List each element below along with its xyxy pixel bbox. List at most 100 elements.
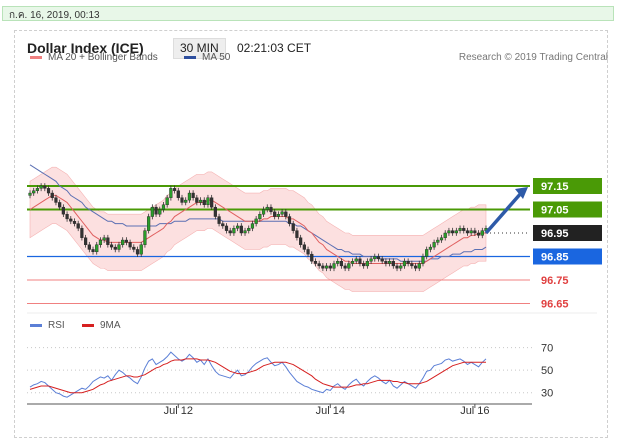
- candle-body: [295, 230, 299, 238]
- candle-body: [380, 258, 384, 262]
- candle-body: [310, 253, 314, 262]
- ma20-swatch: [30, 55, 42, 59]
- legend-ma20: MA 20 + Bollinger Bands: [30, 52, 158, 63]
- candle-body: [236, 225, 240, 229]
- candle-body: [428, 246, 432, 250]
- timestamp-text: ก.ค. 16, 2019, 00:13: [9, 10, 100, 21]
- candle-body: [421, 256, 425, 264]
- candle-body: [447, 230, 451, 234]
- candle-body: [261, 209, 266, 215]
- candle-body: [358, 258, 362, 264]
- candle-body: [128, 242, 132, 248]
- candle-body: [399, 265, 403, 269]
- candle-body: [332, 263, 336, 269]
- candle-body: [239, 225, 243, 234]
- candle-body: [143, 230, 147, 245]
- level-box-96.85: [533, 248, 602, 265]
- candle-body: [154, 206, 158, 215]
- legend-ma20-label: MA 20 + Bollinger Bands: [48, 52, 158, 63]
- candle-body: [43, 185, 47, 189]
- candle-body: [102, 237, 106, 241]
- candle-body: [280, 211, 284, 215]
- candle-body: [169, 188, 173, 198]
- timestamp-bar: ก.ค. 16, 2019, 00:13: [2, 6, 614, 21]
- level-label-97.15: 97.15: [541, 181, 569, 193]
- candle-body: [98, 239, 103, 245]
- candle-body: [35, 188, 40, 191]
- rsi-swatch: [30, 323, 42, 327]
- candle-body: [269, 206, 273, 213]
- candle-body: [376, 256, 381, 260]
- level-label-97.05: 97.05: [541, 205, 569, 217]
- candle-body: [347, 263, 351, 269]
- candle-body: [61, 206, 65, 215]
- forecast-arrow-shaft: [484, 190, 524, 235]
- candle-body: [65, 213, 69, 220]
- candle-body: [113, 246, 117, 250]
- candle-body: [39, 185, 43, 189]
- candle-body: [147, 216, 151, 231]
- x-tick-label: Jul 14: [316, 405, 345, 417]
- chart-time: 02:21:03 CET: [237, 41, 312, 55]
- candle-body: [413, 265, 418, 269]
- candle-body: [417, 263, 421, 269]
- candle-body: [132, 246, 136, 250]
- legend-9ma-label: 9MA: [100, 320, 121, 331]
- candle-body: [354, 258, 358, 262]
- candle-body: [217, 216, 221, 224]
- candle-body: [180, 197, 184, 203]
- legend-ma50-label: MA 50: [202, 52, 231, 63]
- candle-body: [391, 261, 395, 267]
- timeframe-selector[interactable]: 30 MIN: [173, 38, 226, 59]
- ma50-swatch: [184, 55, 196, 59]
- candle-body: [265, 206, 269, 210]
- candle-body: [32, 190, 36, 194]
- candle-body: [84, 237, 88, 245]
- level-box-97.05: [533, 201, 602, 218]
- ma9-swatch: [82, 323, 94, 327]
- candle-body: [50, 192, 54, 198]
- candle-body: [80, 228, 84, 238]
- candle-body: [258, 213, 262, 220]
- candle-body: [324, 265, 329, 269]
- candle-body: [135, 249, 140, 255]
- candle-body: [317, 263, 321, 267]
- candle-body: [28, 192, 32, 196]
- candle-body: [432, 242, 436, 248]
- instrument-title: Dollar Index (ICE): [27, 40, 144, 56]
- candle-body: [476, 232, 481, 236]
- candle-body: [172, 188, 177, 191]
- candle-body: [254, 218, 258, 224]
- candle-body: [336, 261, 340, 264]
- ma20-line: [29, 194, 486, 265]
- candle-body: [165, 197, 169, 206]
- legend-ma50: MA 50: [184, 52, 230, 63]
- candle-body: [161, 204, 166, 210]
- candle-body: [451, 230, 455, 234]
- candle-body: [465, 230, 470, 234]
- candle-body: [69, 218, 73, 222]
- candle-body: [284, 211, 288, 217]
- candle-body: [458, 228, 462, 231]
- candle-body: [287, 216, 292, 224]
- candle-body: [109, 244, 114, 248]
- candle-body: [362, 263, 366, 267]
- candle-body: [117, 244, 121, 250]
- candle-body: [187, 192, 192, 201]
- level-box-96.95: [533, 225, 602, 241]
- candle-body: [232, 228, 236, 234]
- candle-body: [46, 188, 51, 194]
- x-tick-label: Jul 16: [460, 405, 489, 417]
- candle-body: [388, 261, 392, 264]
- candle-body: [443, 232, 447, 238]
- candle-body: [406, 261, 410, 264]
- candle-body: [158, 209, 162, 215]
- candle-body: [302, 244, 306, 250]
- x-tick-label: Jul 12: [164, 405, 193, 417]
- candle-body: [243, 230, 247, 234]
- candle-body: [58, 202, 62, 208]
- candle-body: [462, 228, 466, 231]
- legend-rsi: RSI: [30, 320, 65, 331]
- candle-body: [306, 249, 310, 255]
- candle-body: [410, 263, 414, 267]
